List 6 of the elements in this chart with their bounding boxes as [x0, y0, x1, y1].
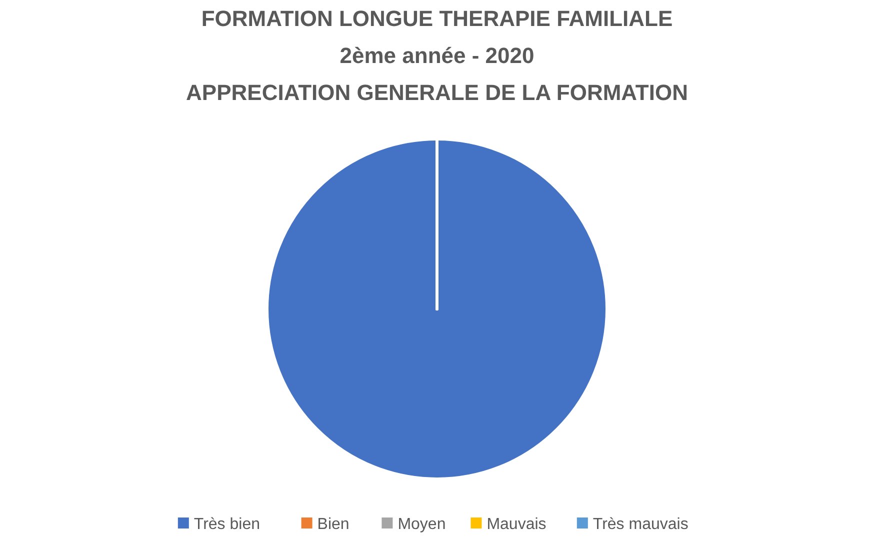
- legend-label: Très mauvais: [592, 516, 688, 533]
- chart-title: FORMATION LONGUE THERAPIE FAMILIALE 2ème année - 2020 APPRECIATION GENERALE DE LA FORMATION: [186, 6, 688, 105]
- legend-label: Bien: [317, 516, 350, 533]
- legend-label: Très bien: [194, 516, 260, 533]
- legend-label: Moyen: [398, 516, 446, 533]
- legend-label: Mauvais: [486, 516, 546, 533]
